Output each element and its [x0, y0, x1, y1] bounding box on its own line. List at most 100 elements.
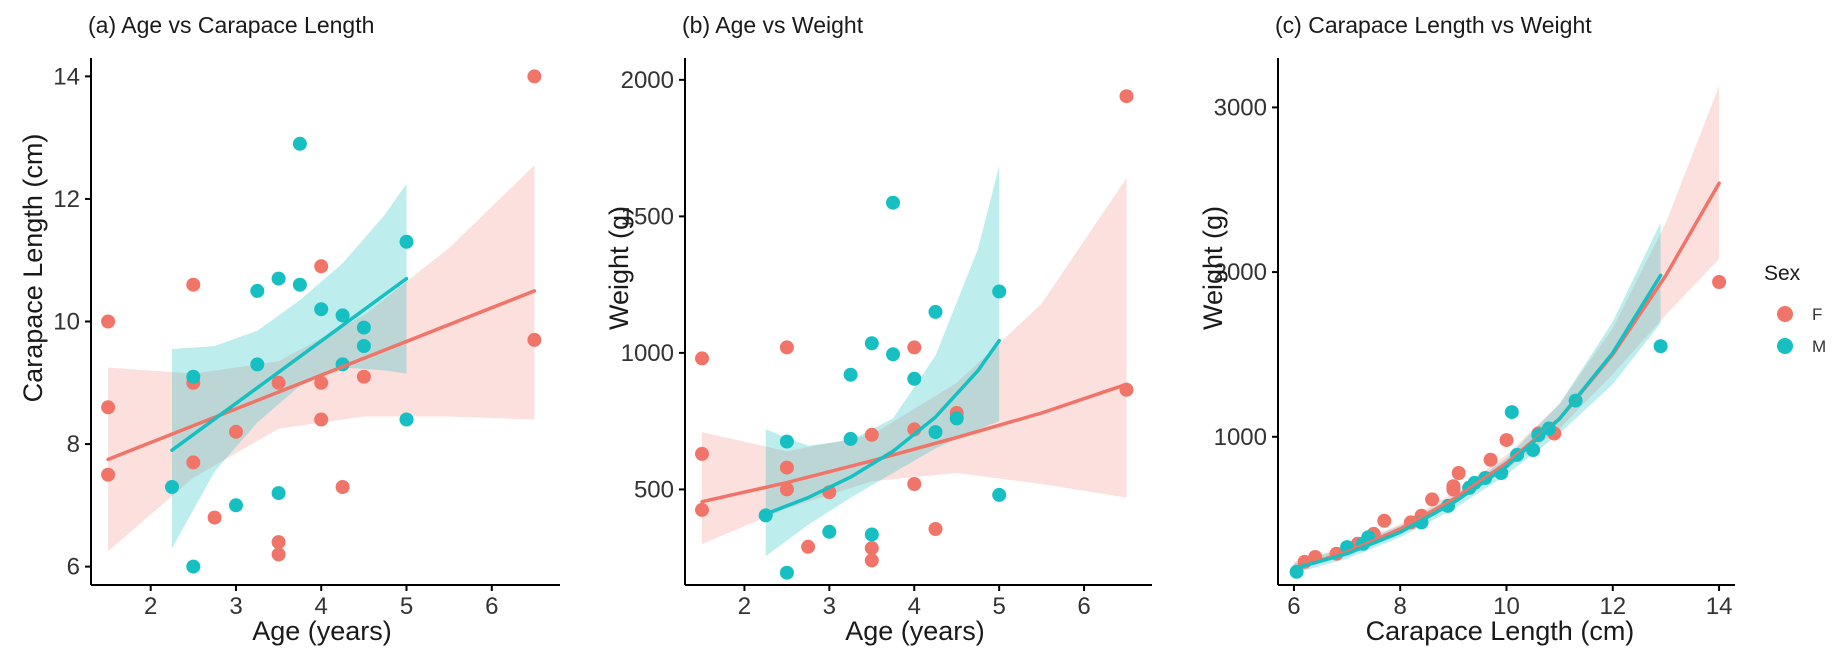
panel-b-point-f — [864, 427, 879, 442]
panel-c-point-f — [1446, 482, 1461, 497]
panel-b-point-m — [928, 425, 943, 440]
panel-a-point-f — [356, 369, 371, 384]
panel-b-point-f — [928, 522, 943, 536]
panel-b-y-axis-label: Weight (g) — [604, 206, 634, 330]
panel-b-point-m — [992, 284, 1007, 299]
panel-a-point-m — [186, 369, 201, 384]
panel-a-x-tick-label: 6 — [485, 593, 498, 620]
panel-c-point-m — [1504, 405, 1519, 420]
panel-a-point-m — [229, 498, 243, 513]
panel-b-point-m — [864, 336, 879, 351]
panel-c-point-f — [1499, 433, 1514, 448]
panel-b-point-f — [779, 460, 794, 475]
panel-b-x-axis-label: Age (years) — [845, 616, 985, 646]
panel-a-y-tick-label: 8 — [67, 431, 80, 458]
panel-c-point-f — [1712, 275, 1727, 289]
panel-b-x-tick-label: 2 — [738, 593, 751, 620]
panel-b-point-f — [801, 539, 816, 554]
panel-b-title: (b) Age vs Weight — [682, 12, 864, 38]
panel-b-point-m — [822, 524, 837, 539]
legend-title: Sex — [1764, 262, 1801, 285]
panel-b-x-tick-label: 5 — [993, 593, 1006, 620]
panel-a-point-f — [314, 412, 329, 427]
panel-b-point-m — [907, 371, 922, 386]
panel-b-point-m — [886, 347, 900, 362]
panel-a-point-m — [356, 320, 371, 335]
panel-c-y-axis-label: Weight (g) — [1198, 206, 1228, 330]
panel-a-point-m — [271, 486, 286, 501]
panel-b-point-f — [695, 502, 709, 517]
panel-a-point-m — [314, 302, 329, 317]
legend-key-f — [1777, 306, 1793, 322]
panel-a-point-f — [271, 535, 286, 550]
panel-b-point-f — [907, 477, 922, 491]
panel-b-point-f — [864, 541, 879, 556]
legend-label-m: M — [1812, 337, 1826, 356]
panel-c-plot: 6 8 10 12 14 1000 2000 3000 — [1214, 58, 1735, 620]
panel-b-point-m — [779, 565, 794, 580]
panel-a-point-f — [186, 455, 201, 470]
panel-a-point-m — [292, 136, 307, 151]
panel-a-point-f — [101, 314, 116, 329]
panel-b-point-f — [695, 446, 709, 461]
panel-a-y-tick-label: 10 — [53, 309, 80, 336]
panel-b-point-f — [864, 553, 879, 568]
panel-a-point-f — [101, 400, 116, 415]
panel-a-point-f — [271, 547, 286, 562]
panel-c-y-tick-label: 3000 — [1214, 94, 1267, 121]
legend-key-m — [1777, 338, 1793, 354]
panel-a-point-m — [399, 234, 414, 249]
panel-b-point-f — [1119, 89, 1134, 104]
panel-b-point-m — [864, 527, 879, 542]
panel-b-plot: 2 3 4 5 6 500 1000 1500 2000 — [621, 58, 1152, 620]
panel-b-y-tick-label: 1000 — [621, 340, 674, 367]
legend: Sex F M — [1764, 262, 1826, 356]
panel-c-x-tick-label: 8 — [1394, 593, 1407, 620]
panel-b-y-tick-label: 500 — [634, 476, 674, 503]
panel-b-x-tick-label: 6 — [1077, 593, 1090, 620]
panel-b-point-m — [843, 367, 858, 382]
panel-c-point-f — [1483, 452, 1498, 467]
panel-a-fit-m — [170, 276, 409, 452]
panel-a-band-f — [108, 165, 535, 552]
panel-a-y-tick-label: 14 — [53, 63, 80, 90]
panel-b-band-f — [702, 178, 1127, 544]
panel-a-point-f — [527, 332, 542, 347]
panel-a-point-f — [207, 510, 222, 525]
panel-c-point-m — [1653, 339, 1668, 354]
panel-c-band-f — [1293, 86, 1720, 572]
panel-b-point-m — [886, 195, 900, 210]
panel-a-y-axis-label: Carapace Length (cm) — [18, 134, 48, 403]
panel-b-point-f — [907, 340, 922, 355]
panel-a-point-m — [165, 480, 179, 494]
panel-c-x-tick-label: 14 — [1706, 593, 1733, 620]
panel-a-point-m — [271, 271, 286, 286]
panel-a-x-tick-label: 4 — [315, 593, 328, 620]
panel-b-point-f — [779, 340, 794, 355]
panel-a-point-f — [314, 259, 329, 274]
panel-a-point-m — [292, 277, 307, 292]
panel-b-band-m — [765, 165, 1000, 557]
panel-a-x-tick-label: 5 — [400, 593, 413, 620]
panel-a-y-tick-label: 12 — [53, 186, 80, 213]
panel-b-x-tick-label: 4 — [908, 593, 921, 620]
panel-b-point-m — [779, 434, 794, 449]
panel-a-point-f — [314, 375, 329, 390]
panel-b-point-f — [779, 482, 794, 497]
panel-a-x-tick-label: 3 — [229, 593, 242, 620]
panel-a-point-m — [356, 339, 371, 353]
panel-a-point-f — [271, 375, 286, 390]
panel-b-x-tick-label: 3 — [823, 593, 836, 620]
panel-b-point-m — [928, 304, 943, 319]
panel-b-y-tick-label: 2000 — [621, 67, 674, 94]
panel-c-fit-f — [1292, 181, 1721, 571]
panel-c-fit-m — [1292, 273, 1663, 571]
panel-a-y-tick-label: 6 — [67, 554, 80, 581]
panel-b-fit-f — [700, 382, 1129, 504]
panel-c-x-tick-label: 6 — [1287, 593, 1300, 620]
panel-a-point-m — [399, 412, 414, 427]
panel-b-point-f — [695, 351, 709, 366]
panel-a-point-f — [335, 480, 350, 494]
panel-a-point-m — [186, 559, 201, 574]
panel-c-band-m — [1293, 222, 1661, 574]
